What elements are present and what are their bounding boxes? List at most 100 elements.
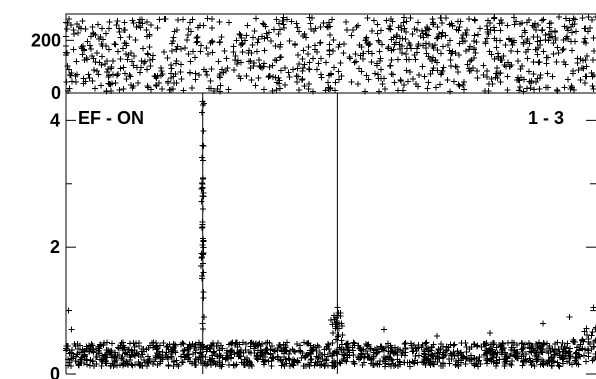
data-point bbox=[359, 55, 366, 62]
data-point bbox=[192, 76, 199, 83]
data-point bbox=[389, 360, 396, 367]
bottom-panel-frame bbox=[65, 92, 596, 374]
data-point bbox=[112, 79, 119, 86]
data-point bbox=[425, 32, 432, 39]
data-point bbox=[96, 342, 103, 349]
data-point bbox=[583, 358, 590, 365]
data-point bbox=[508, 339, 515, 346]
data-point bbox=[259, 341, 266, 348]
data-point bbox=[408, 342, 415, 349]
data-point bbox=[215, 353, 222, 360]
data-point bbox=[124, 56, 131, 63]
data-point bbox=[117, 34, 124, 41]
data-point bbox=[470, 54, 477, 61]
data-point bbox=[456, 23, 463, 30]
data-point bbox=[278, 362, 285, 369]
data-point bbox=[207, 345, 214, 352]
data-point bbox=[226, 19, 233, 26]
data-point bbox=[105, 65, 112, 72]
data-point bbox=[438, 50, 445, 57]
data-point bbox=[508, 47, 515, 54]
data-point bbox=[325, 24, 332, 31]
data-point bbox=[182, 45, 189, 52]
y-tick-label: 4 bbox=[50, 110, 60, 130]
data-point bbox=[471, 360, 478, 367]
data-point bbox=[223, 68, 230, 75]
data-point bbox=[159, 349, 166, 356]
data-point bbox=[362, 340, 369, 347]
data-point bbox=[273, 87, 280, 94]
data-point bbox=[233, 37, 240, 44]
data-point bbox=[460, 32, 467, 39]
data-point bbox=[430, 360, 437, 367]
data-point bbox=[64, 20, 71, 27]
data-point bbox=[63, 342, 70, 349]
data-point bbox=[536, 85, 543, 92]
data-point bbox=[446, 360, 453, 367]
data-point bbox=[536, 41, 543, 48]
data-point bbox=[149, 56, 156, 63]
data-point bbox=[440, 64, 447, 71]
data-point bbox=[156, 360, 163, 367]
data-point bbox=[374, 21, 381, 28]
data-point bbox=[435, 30, 442, 37]
data-point bbox=[531, 86, 538, 93]
data-point bbox=[325, 353, 332, 360]
data-point bbox=[402, 349, 409, 356]
data-point bbox=[480, 71, 487, 78]
data-point bbox=[240, 359, 247, 366]
data-point bbox=[539, 27, 546, 34]
data-point bbox=[166, 341, 173, 348]
data-point bbox=[113, 357, 120, 364]
data-point bbox=[337, 312, 344, 319]
data-point bbox=[252, 82, 259, 89]
data-point bbox=[150, 339, 157, 346]
data-point bbox=[421, 73, 428, 80]
data-point bbox=[530, 71, 537, 78]
top-panel-markers bbox=[63, 13, 596, 95]
data-point bbox=[369, 360, 376, 367]
data-point bbox=[518, 340, 525, 347]
data-point bbox=[540, 16, 547, 23]
data-point bbox=[434, 332, 440, 339]
data-point bbox=[103, 346, 110, 353]
data-point bbox=[463, 355, 470, 362]
data-point bbox=[504, 353, 511, 360]
data-point bbox=[440, 43, 447, 50]
data-point bbox=[295, 28, 302, 35]
data-point bbox=[83, 56, 90, 63]
data-point bbox=[192, 349, 199, 356]
data-point bbox=[89, 77, 96, 84]
data-point bbox=[68, 78, 75, 85]
data-point bbox=[402, 352, 409, 359]
data-point bbox=[98, 352, 105, 359]
data-point bbox=[242, 347, 249, 354]
data-point bbox=[133, 349, 140, 356]
data-point bbox=[249, 42, 256, 49]
data-point bbox=[173, 57, 180, 64]
data-point bbox=[237, 32, 244, 39]
data-point bbox=[102, 354, 109, 361]
data-point bbox=[139, 351, 146, 358]
data-point bbox=[187, 70, 194, 77]
data-point bbox=[454, 347, 461, 354]
data-point bbox=[160, 339, 167, 346]
data-point bbox=[456, 82, 463, 89]
data-point bbox=[314, 66, 321, 73]
data-point bbox=[564, 76, 571, 83]
data-point bbox=[63, 51, 70, 58]
data-point bbox=[147, 62, 154, 69]
data-point bbox=[273, 57, 280, 64]
data-point bbox=[581, 25, 588, 32]
bottom-panel-vertical-lines bbox=[202, 93, 338, 374]
data-point bbox=[193, 34, 200, 41]
data-point bbox=[495, 50, 502, 57]
data-point bbox=[588, 332, 595, 339]
data-point bbox=[421, 347, 428, 354]
data-point bbox=[251, 350, 258, 357]
data-point bbox=[209, 49, 216, 56]
data-point bbox=[554, 87, 561, 94]
data-point bbox=[200, 289, 207, 296]
data-point bbox=[172, 60, 179, 67]
data-point bbox=[497, 27, 504, 34]
